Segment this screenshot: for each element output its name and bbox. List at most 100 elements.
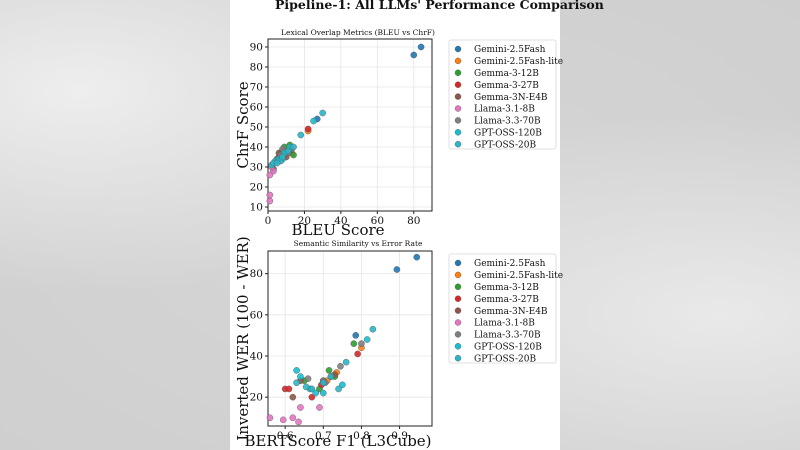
x-tick-label: 0.7 xyxy=(315,430,332,442)
point-gpt-oss-120b xyxy=(297,373,304,380)
point-gpt-oss-20b xyxy=(319,109,326,117)
y-tick-label: 10 xyxy=(250,202,263,214)
point-llama-3-1-8b xyxy=(279,416,287,424)
legend-1: Gemini-2.5Fash Gemini-2.5Fash-lite Gemma-3… xyxy=(448,39,563,150)
point-gpt-oss-20b xyxy=(335,385,342,393)
legend-marker xyxy=(454,57,462,65)
legend-label: Gemma-3N-E4B xyxy=(474,93,548,103)
x-tick-label: 0.6 xyxy=(277,430,294,442)
point-gemini-2-5fash xyxy=(417,43,425,51)
x-tick-label: 0.8 xyxy=(353,430,370,442)
legend-label: Gemini-2.5Fash xyxy=(474,45,546,55)
legend-label: Gemini-2.5Fash-lite xyxy=(474,271,563,281)
figure-title: Pipeline-1: All LLMs' Performance Compar… xyxy=(275,0,604,12)
legend-box xyxy=(448,39,557,150)
y-tick-label: 60 xyxy=(250,309,263,321)
legend-marker xyxy=(454,45,462,53)
legend-label: Gemini-2.5Fash-lite xyxy=(474,57,563,67)
point-gpt-oss-20b xyxy=(284,147,292,155)
point-gemma-3-27b xyxy=(285,385,293,393)
legend-marker xyxy=(454,105,462,112)
x-tick-label: 20 xyxy=(298,215,311,227)
point-llama-3-1-8b xyxy=(266,414,274,422)
legend-label: Llama-3.1-8B xyxy=(474,319,535,329)
point-gpt-oss-120b xyxy=(312,389,319,397)
point-gemma-3-27b xyxy=(354,350,361,358)
y-tick-label: 80 xyxy=(250,62,263,74)
legend-marker xyxy=(454,271,462,279)
legend-label: Gemma-3-27B xyxy=(474,81,539,91)
point-llama-3-1-8b xyxy=(295,418,302,426)
plot-frame xyxy=(267,250,433,427)
point-gpt-oss-20b xyxy=(290,143,297,151)
y-tick-label: 30 xyxy=(250,162,263,174)
point-gpt-oss-20b xyxy=(342,358,350,366)
y-tick-label: 90 xyxy=(250,42,263,54)
legend-marker xyxy=(454,117,462,124)
point-gpt-oss-20b xyxy=(293,379,300,387)
legend-label: Llama-3.1-8B xyxy=(474,105,535,115)
legend-marker xyxy=(454,259,462,267)
y-tick-label: 20 xyxy=(250,182,263,194)
legend-label: GPT-OSS-120B xyxy=(474,343,542,353)
legend-marker xyxy=(454,295,462,302)
point-llama-3-1-8b xyxy=(266,191,274,199)
point-gpt-oss-120b xyxy=(310,117,317,125)
legend-label: GPT-OSS-20B xyxy=(474,140,537,150)
point-gemini-2-5fash xyxy=(352,332,360,339)
legend-marker xyxy=(454,81,462,88)
point-llama-3-1-8b xyxy=(297,404,304,411)
y-tick-label: 60 xyxy=(250,102,263,114)
legend-label: Gemma-3-12B xyxy=(474,69,539,79)
x-axis-label: BLEU Score xyxy=(291,221,384,239)
x-tick-label: 80 xyxy=(407,215,420,227)
point-gemini-2-5fash xyxy=(413,253,421,261)
y-axis-label: Inverted WER (100 - WER) xyxy=(234,236,252,440)
x-tick-label: 0.9 xyxy=(391,430,408,442)
point-gemma-3-27b xyxy=(304,125,312,133)
y-tick-label: 40 xyxy=(250,351,263,363)
chart-1: 0 20 40 60 80 10 20 30 40 50 60 70 80 90 Lexical Overl… xyxy=(234,28,435,239)
point-gemma-3n-e4b xyxy=(289,393,297,401)
legend-label: Gemma-3-27B xyxy=(474,295,539,305)
y-tick-label: 50 xyxy=(250,122,263,134)
x-tick-label: 0 xyxy=(265,215,272,227)
scatter-points xyxy=(266,43,425,205)
point-gemma-3-27b xyxy=(308,393,316,401)
point-llama-3-1-8b xyxy=(316,404,323,411)
point-gpt-oss-20b xyxy=(308,385,316,393)
point-llama-3-3-70b xyxy=(358,340,365,347)
point-gemma-3-12b xyxy=(325,367,333,374)
point-llama-3-3-70b xyxy=(337,362,344,370)
point-llama-3-3-70b xyxy=(304,375,312,382)
legend-marker xyxy=(454,129,462,136)
chart-2: 0.6 0.7 0.8 0.9 20 40 60 80 Semantic Similarity … xyxy=(234,236,433,450)
point-gpt-oss-20b xyxy=(327,373,335,380)
chart-title: Semantic Similarity vs Error Rate xyxy=(294,239,423,248)
legend-label: GPT-OSS-120B xyxy=(474,129,542,139)
point-gpt-oss-20b xyxy=(369,325,377,333)
point-gemini-2-5fash xyxy=(410,51,418,59)
point-gpt-oss-20b xyxy=(320,379,327,387)
plot-frame xyxy=(267,38,433,212)
legend-marker xyxy=(454,140,462,148)
point-gpt-oss-20b xyxy=(302,383,310,391)
legend-box xyxy=(448,253,557,364)
y-tick-label: 40 xyxy=(250,142,263,154)
legend-marker xyxy=(454,69,462,77)
legend-marker xyxy=(454,283,462,290)
chart-title: Lexical Overlap Metrics (BLEU vs ChrF) xyxy=(281,28,435,37)
y-tick-label: 20 xyxy=(250,392,263,404)
legend-marker xyxy=(454,307,462,314)
legend-marker xyxy=(454,93,462,100)
legend-label: Gemma-3N-E4B xyxy=(474,307,548,317)
legend-marker xyxy=(454,331,462,338)
point-llama-3-1-8b xyxy=(289,414,297,422)
x-tick-label: 40 xyxy=(334,215,347,227)
point-gpt-oss-120b xyxy=(363,336,371,343)
y-tick-label: 70 xyxy=(250,82,263,94)
y-tick-label: 80 xyxy=(250,268,263,280)
point-gpt-oss-120b xyxy=(320,389,327,397)
legend-2: Gemini-2.5Fash Gemini-2.5Fash-lite Gemma-3… xyxy=(448,253,563,364)
